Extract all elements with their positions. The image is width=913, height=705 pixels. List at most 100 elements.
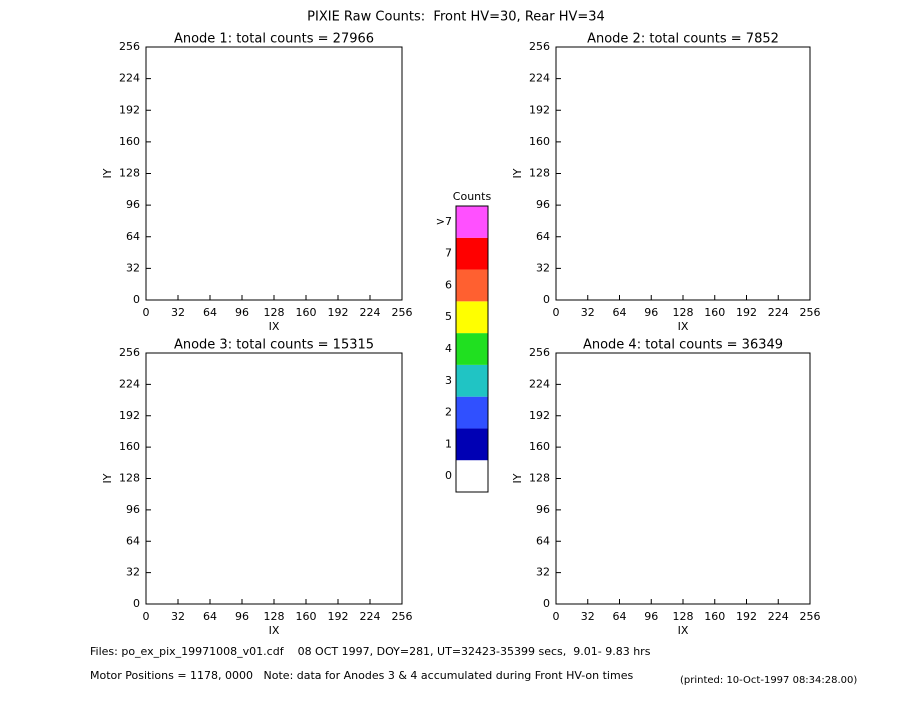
x-tick-label: 0 (143, 306, 150, 319)
x-tick-label: 96 (644, 306, 658, 319)
y-tick-label: 224 (119, 72, 140, 85)
x-tick-label: 192 (736, 610, 757, 623)
plot-area (145, 46, 403, 301)
y-tick-label: 0 (133, 597, 140, 610)
x-tick-label: 96 (235, 610, 249, 623)
y-tick-label: 192 (529, 103, 550, 116)
colorbar-frame (455, 205, 489, 493)
colorbar-swatch (456, 269, 488, 302)
y-tick-label: 0 (543, 597, 550, 610)
plot-area (555, 352, 811, 605)
y-tick-label: 256 (119, 346, 140, 359)
colorbar-swatch (456, 396, 488, 429)
x-tick-label: 160 (296, 306, 317, 319)
colorbar-label: 0 (445, 469, 452, 482)
x-tick-label: 0 (553, 306, 560, 319)
y-tick-label: 96 (126, 198, 140, 211)
y-tick-label: 64 (126, 230, 140, 243)
x-tick-label: 32 (581, 306, 595, 319)
x-tick-label: 0 (553, 610, 560, 623)
y-tick-label: 96 (536, 198, 550, 211)
y-tick-label: 96 (536, 503, 550, 516)
y-tick-label: 160 (529, 135, 550, 148)
y-tick-label: 96 (126, 503, 140, 516)
y-axis-label: IY (511, 168, 524, 178)
x-tick-label: 64 (203, 306, 217, 319)
y-tick-label: 0 (133, 293, 140, 306)
y-tick-label: 256 (529, 40, 550, 53)
x-tick-label: 192 (328, 610, 349, 623)
x-tick-label: 128 (673, 306, 694, 319)
colorbar-label: 7 (445, 247, 452, 260)
y-tick-label: 64 (126, 534, 140, 547)
colorbar-title: Counts (453, 190, 492, 203)
colorbar-label: 1 (445, 437, 452, 450)
y-tick-label: 224 (529, 377, 550, 390)
x-tick-label: 128 (264, 306, 285, 319)
panel-title: Anode 1: total counts = 27966 (174, 32, 374, 47)
colorbar-label: 4 (445, 342, 452, 355)
colorbar-label: >7 (436, 215, 452, 228)
colorbar-swatch (456, 301, 488, 334)
y-tick-label: 192 (119, 103, 140, 116)
colorbar-label: 6 (445, 278, 452, 291)
y-tick-label: 128 (529, 167, 550, 180)
x-tick-label: 192 (736, 306, 757, 319)
colorbar-swatch (456, 206, 488, 238)
y-tick-label: 256 (119, 40, 140, 53)
panel-title: Anode 4: total counts = 36349 (583, 338, 783, 353)
x-tick-label: 224 (360, 306, 381, 319)
colorbar-swatch (456, 333, 488, 365)
x-axis-label: IX (269, 624, 280, 637)
y-tick-label: 192 (119, 409, 140, 422)
y-tick-label: 256 (529, 346, 550, 359)
colorbar-swatch (456, 237, 488, 270)
y-tick-label: 32 (536, 261, 550, 274)
y-tick-label: 160 (529, 440, 550, 453)
y-tick-label: 32 (126, 566, 140, 579)
x-tick-label: 64 (203, 610, 217, 623)
x-tick-label: 0 (143, 610, 150, 623)
x-tick-label: 128 (673, 610, 694, 623)
x-tick-label: 256 (800, 306, 821, 319)
y-axis-label: IY (511, 473, 524, 483)
y-tick-label: 0 (543, 293, 550, 306)
footer-motor: Motor Positions = 1178, 0000 Note: data … (90, 669, 633, 682)
y-tick-label: 32 (536, 566, 550, 579)
x-axis-label: IX (678, 624, 689, 637)
x-axis-label: IX (269, 320, 280, 333)
x-tick-label: 32 (171, 306, 185, 319)
x-tick-label: 160 (296, 610, 317, 623)
y-tick-label: 64 (536, 534, 550, 547)
y-tick-label: 160 (119, 440, 140, 453)
panel-title: Anode 3: total counts = 15315 (174, 338, 374, 353)
x-tick-label: 224 (768, 610, 789, 623)
footer-files: Files: po_ex_pix_19971008_v01.cdf 08 OCT… (90, 645, 651, 658)
x-tick-label: 128 (264, 610, 285, 623)
x-tick-label: 192 (328, 306, 349, 319)
panel-title: Anode 2: total counts = 7852 (587, 32, 779, 47)
x-tick-label: 32 (171, 610, 185, 623)
x-tick-label: 96 (644, 610, 658, 623)
y-tick-label: 64 (536, 230, 550, 243)
y-axis-label: IY (101, 473, 114, 483)
x-tick-label: 256 (392, 306, 413, 319)
x-tick-label: 64 (613, 306, 627, 319)
x-tick-label: 160 (704, 306, 725, 319)
colorbar-swatch (456, 364, 488, 397)
colorbar-label: 3 (445, 374, 452, 387)
x-tick-label: 64 (613, 610, 627, 623)
x-axis-label: IX (678, 320, 689, 333)
y-tick-label: 128 (119, 472, 140, 485)
y-tick-label: 224 (119, 377, 140, 390)
main-title: PIXIE Raw Counts: Front HV=30, Rear HV=3… (307, 10, 605, 25)
y-tick-label: 224 (529, 72, 550, 85)
y-axis-label: IY (101, 168, 114, 178)
y-tick-label: 128 (529, 472, 550, 485)
x-tick-label: 96 (235, 306, 249, 319)
colorbar-swatch (456, 460, 488, 492)
x-tick-label: 256 (800, 610, 821, 623)
x-tick-label: 160 (704, 610, 725, 623)
x-tick-label: 32 (581, 610, 595, 623)
